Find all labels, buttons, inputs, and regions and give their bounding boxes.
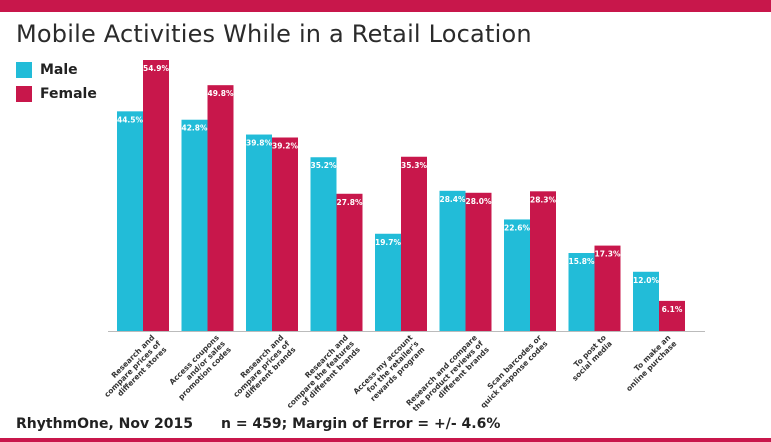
data-label-male-7: 22.6% — [504, 223, 531, 232]
data-label-male-2: 42.8% — [181, 124, 208, 133]
bottom-accent-line — [0, 438, 771, 442]
bar-male-4 — [310, 157, 337, 331]
bar-female-5 — [401, 156, 427, 331]
bar-female-2 — [207, 85, 234, 331]
data-label-male-1: 44.5% — [117, 115, 144, 124]
data-label-male-4: 35.2% — [310, 161, 337, 170]
bar-male-3 — [246, 134, 272, 331]
bar-female-3 — [272, 137, 298, 331]
bar-female-9 — [659, 300, 685, 331]
data-label-female-2: 49.8% — [207, 89, 234, 98]
data-label-female-4: 27.8% — [336, 198, 363, 207]
bar-male-2 — [181, 119, 208, 331]
x-tick-label-line: compare prices of — [102, 339, 163, 400]
legend-item-male: Male — [16, 58, 97, 82]
chart-legend: Male Female — [16, 58, 97, 106]
bar-female-1 — [143, 60, 169, 331]
legend-label-male: Male — [40, 62, 78, 78]
bar-male-5 — [375, 233, 401, 331]
data-label-male-3: 39.8% — [246, 139, 273, 148]
data-label-male-6: 28.4% — [439, 195, 466, 204]
data-label-female-8: 17.3% — [594, 250, 621, 259]
x-tick-label-line: compare the features — [285, 339, 356, 410]
data-label-female-1: 54.9% — [143, 64, 170, 73]
data-label-female-9: 6.1% — [662, 305, 683, 314]
data-label-male-5: 19.7% — [375, 238, 402, 247]
bar-male-9 — [633, 271, 659, 331]
chart-title: Mobile Activities While in a Retail Loca… — [16, 20, 532, 48]
bar-female-7 — [530, 191, 556, 331]
data-label-female-6: 28.0% — [465, 197, 492, 206]
bar-female-8 — [594, 245, 621, 331]
bar-female-4 — [336, 193, 363, 331]
bar-male-7 — [504, 219, 530, 331]
chart-footer: RhythmOne, Nov 2015 n = 459; Margin of Er… — [16, 416, 528, 432]
footer-source: RhythmOne, Nov 2015 — [16, 416, 193, 432]
data-label-male-8: 15.8% — [568, 257, 595, 266]
data-label-female-3: 39.2% — [272, 141, 299, 150]
legend-swatch-female — [16, 86, 32, 102]
x-tick-label-line: Scan barcodes or — [485, 333, 543, 391]
legend-swatch-male — [16, 62, 32, 78]
legend-label-female: Female — [40, 86, 97, 102]
data-label-female-7: 28.3% — [530, 195, 557, 204]
bar-female-6 — [465, 192, 492, 331]
bar-male-1 — [117, 111, 143, 331]
footer-note: n = 459; Margin of Error = +/- 4.6% — [220, 416, 501, 432]
data-label-male-9: 12.0% — [633, 276, 660, 285]
x-tick-label-line: compare prices of — [231, 339, 292, 400]
data-label-female-5: 35.3% — [401, 161, 428, 170]
bar-male-6 — [439, 190, 466, 331]
legend-item-female: Female — [16, 82, 97, 106]
x-tick-label-line: quick response codes — [479, 339, 550, 410]
top-accent-bar — [0, 0, 771, 12]
bar-male-8 — [568, 253, 595, 331]
